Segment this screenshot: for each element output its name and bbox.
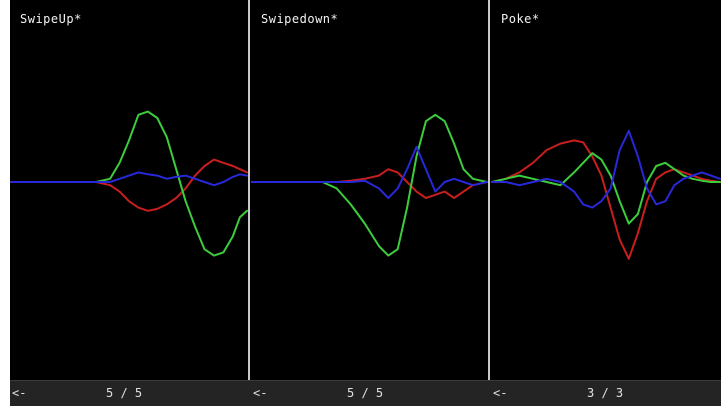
- sample-counter: 5 / 5: [106, 386, 143, 400]
- back-arrow-button[interactable]: <-: [253, 386, 268, 400]
- chart-poke: [491, 129, 721, 260]
- gesture-panel-swipeup: SwipeUp*: [10, 0, 248, 380]
- green-sensor-trace: [251, 113, 488, 257]
- panel-title: Poke*: [501, 12, 540, 26]
- sample-counter: 3 / 3: [587, 386, 624, 400]
- blue-sensor-trace: [491, 129, 721, 209]
- red-sensor-trace: [491, 139, 721, 260]
- green-sensor-trace: [491, 152, 721, 225]
- nav-swipedown: <- 5 / 5: [251, 381, 488, 406]
- sensor-gesture-viewer: SwipeUp* Swipedown* Poke* <- 5 / 5 <- 5 …: [10, 0, 721, 406]
- panel-title: Swipedown*: [261, 12, 339, 26]
- nav-poke: <- 3 / 3: [491, 381, 721, 406]
- panel-divider: [488, 0, 490, 385]
- panel-divider: [248, 0, 250, 385]
- panel-title: SwipeUp*: [20, 12, 82, 26]
- blue-sensor-trace: [251, 145, 488, 199]
- nav-swipeup: <- 5 / 5: [10, 381, 248, 406]
- back-arrow-button[interactable]: <-: [493, 386, 508, 400]
- gesture-panel-swipedown: Swipedown*: [251, 0, 488, 380]
- chart-swipeup: [10, 110, 248, 257]
- back-arrow-button[interactable]: <-: [12, 386, 27, 400]
- chart-swipedown: [251, 113, 488, 257]
- blue-sensor-trace: [10, 171, 248, 187]
- gesture-panel-poke: Poke*: [491, 0, 721, 380]
- sample-counter: 5 / 5: [347, 386, 384, 400]
- navigation-footer: <- 5 / 5 <- 5 / 5 <- 3 / 3: [10, 380, 721, 406]
